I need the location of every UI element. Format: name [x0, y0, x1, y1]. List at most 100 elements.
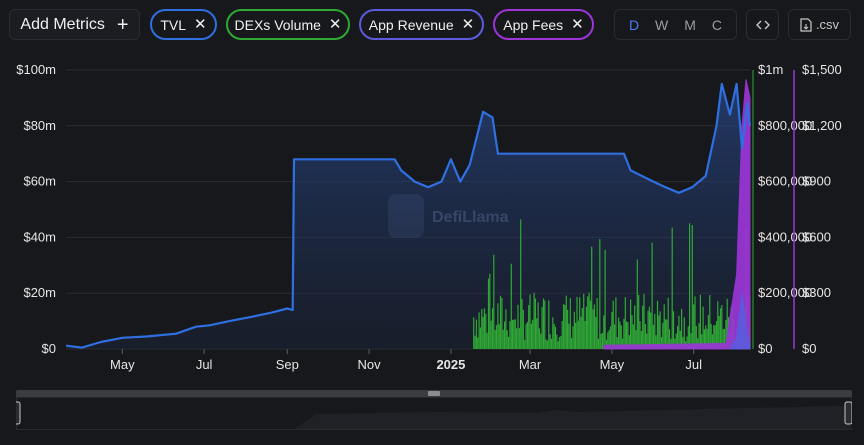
dex-volume-bar [632, 324, 634, 349]
dex-volume-bar [524, 340, 526, 349]
dex-volume-bar [540, 333, 542, 349]
dex-volume-bar [563, 304, 565, 349]
dex-volume-bar [613, 324, 616, 349]
dex-volume-bar [486, 332, 488, 349]
y-tick-label-dex: $800,000 [758, 118, 812, 133]
dex-volume-bar [490, 320, 492, 349]
dex-volume-bar [619, 321, 621, 349]
dex-volume-bar [509, 321, 511, 349]
dex-volume-bar [482, 316, 484, 349]
dex-volume-bar [533, 292, 535, 349]
dex-volume-bar [618, 317, 620, 349]
dex-volume-bar [478, 312, 480, 349]
dex-volume-bar [474, 335, 476, 349]
embed-button[interactable] [746, 9, 779, 40]
x-tick-label: 2025 [436, 357, 465, 372]
dex-volume-bar [530, 323, 533, 349]
dex-volume-bar [723, 328, 726, 349]
dex-volume-bar [672, 311, 675, 349]
navigator-left-handle[interactable] [16, 401, 21, 425]
dex-volume-bar [611, 311, 613, 349]
toolbar: Add Metrics + TVL ✕ DEXs Volume ✕ App Re… [0, 0, 864, 50]
period-daily[interactable]: D [628, 16, 640, 33]
range-navigator[interactable] [16, 390, 852, 430]
dex-volume-bar [522, 309, 524, 349]
period-weekly[interactable]: W [655, 16, 669, 33]
y-axis-right-dex: $0 $200,000 $400,000 $600,000 $800,000 $1m [752, 62, 812, 356]
app-revenue-series [729, 293, 751, 350]
dex-volume-bar [497, 303, 499, 349]
dex-volume-bar [699, 294, 702, 349]
dex-volume-bar [709, 295, 711, 349]
dex-volume-bar [508, 336, 510, 349]
dex-volume-bar [622, 338, 624, 349]
dex-volume-bar [513, 319, 515, 349]
csv-download-button[interactable]: .csv [788, 9, 851, 40]
dex-volume-bar [605, 339, 608, 349]
navigator-right-handle[interactable] [844, 401, 852, 425]
dex-volume-bar [600, 333, 602, 349]
dex-volume-bar [587, 296, 589, 349]
metric-pill-label: TVL [160, 16, 187, 33]
close-icon[interactable]: ✕ [461, 15, 475, 33]
y-axis-left: $0 $20m $40m $60m $80m $100m [16, 62, 56, 356]
dex-volume-bar [635, 330, 637, 349]
navigator-grip-icon[interactable] [428, 391, 440, 396]
x-tick-label: Jul [685, 357, 702, 372]
code-icon [755, 20, 770, 29]
close-icon[interactable]: ✕ [571, 15, 584, 33]
dex-volume-bar [495, 325, 498, 349]
dex-volume-bar [588, 292, 590, 349]
dex-volume-bar [596, 298, 598, 349]
dex-volume-bar [715, 321, 718, 349]
y-tick-label-dex: $200,000 [758, 285, 812, 300]
add-metrics-button[interactable]: Add Metrics + [9, 9, 140, 40]
dex-volume-bar [545, 339, 547, 349]
dex-volume-bar [568, 323, 570, 349]
dex-volume-bar [648, 306, 651, 349]
dex-volume-bar [711, 334, 714, 349]
dex-volume-bar [634, 305, 636, 349]
dex-volume-bar [656, 300, 659, 349]
add-metrics-label: Add Metrics [20, 15, 105, 33]
navigator-window[interactable] [16, 396, 852, 430]
dex-volume-bar [532, 319, 534, 349]
dex-volume-bar [514, 319, 516, 349]
close-icon[interactable]: ✕ [328, 15, 342, 33]
dex-volume-bar [483, 308, 486, 349]
dex-volume-bar [580, 316, 582, 349]
dex-volume-bar [589, 300, 592, 349]
dex-volume-bar [662, 322, 664, 349]
dex-volume-bar [718, 316, 720, 349]
dex-volume-bar [541, 307, 543, 349]
dex-volume-bar [651, 242, 653, 349]
period-cumulative[interactable]: C [711, 16, 722, 33]
dex-volume-bar [693, 304, 695, 349]
dex-volume-bar [573, 311, 575, 349]
dex-volume-bar [710, 324, 712, 349]
dex-volume-bar [481, 309, 483, 349]
dex-volume-bar [660, 337, 663, 349]
dex-volume-bar [544, 300, 546, 349]
dex-volume-bar [585, 306, 588, 349]
metric-pill-app-fees[interactable]: App Fees ✕ [493, 9, 594, 40]
dex-volume-bar [592, 309, 594, 349]
dex-volume-bar [683, 317, 685, 349]
dex-volume-bar [549, 334, 551, 349]
dex-volume-bar [615, 297, 617, 349]
dex-volume-bar [691, 225, 693, 349]
dex-volume-bar [593, 304, 596, 349]
metric-pill-app-revenue[interactable]: App Revenue ✕ [359, 9, 484, 40]
period-monthly[interactable]: M [684, 16, 696, 33]
x-tick-label: Jul [196, 357, 213, 372]
close-icon[interactable]: ✕ [194, 15, 207, 33]
dex-volume-bar [624, 297, 626, 349]
dex-volume-bar [620, 325, 622, 349]
dex-volume-bar [705, 325, 707, 349]
dex-volume-bar [583, 293, 585, 349]
dex-volume-bar [499, 295, 502, 349]
metric-pill-dexs-volume[interactable]: DEXs Volume ✕ [226, 9, 350, 40]
metric-pill-tvl[interactable]: TVL ✕ [150, 9, 217, 40]
tvl-line-path [65, 82, 752, 349]
dex-volume-bar [542, 298, 545, 349]
